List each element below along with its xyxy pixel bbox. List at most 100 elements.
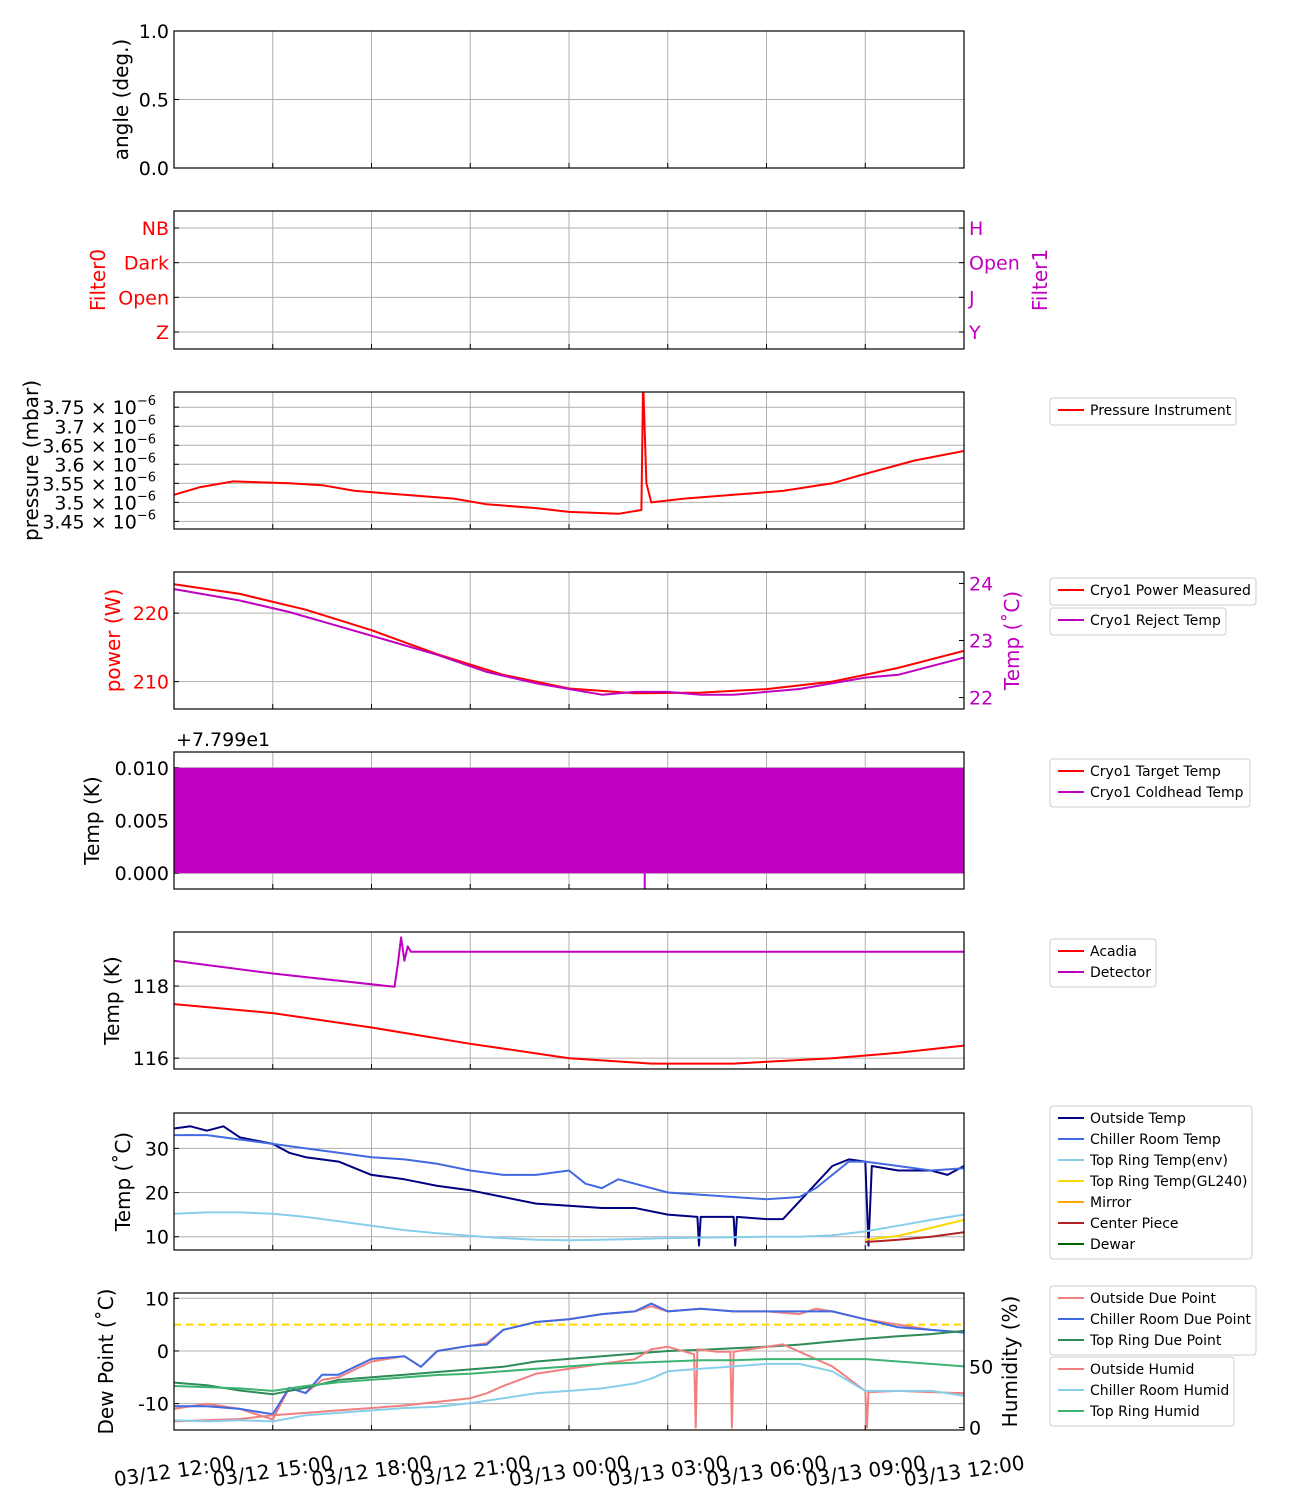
ytick-label-right: Y [968,322,981,344]
ytick-label: 0.0 [139,158,169,180]
ytick-label: Dark [124,253,169,275]
ytick-label: 10 [145,1227,169,1249]
ytick-label: 10 [145,1288,169,1310]
legend-label: Outside Humid [1090,1362,1194,1378]
ytick-label-right: H [969,218,983,240]
plot-area [174,1125,964,1247]
ylabel-right: Filter1 [1028,249,1052,311]
ytick-label: 0.000 [115,863,169,885]
ytick-label: 0.005 [115,811,169,833]
ytick-label: 118 [133,976,169,998]
ytick-label-right: Open [969,253,1020,275]
ytick-label: 220 [133,603,169,625]
panel-cryo-temp: 0.000 0.005 0.010 Temp (K) +7.799e1 Cryo1 Tar… [80,729,1251,890]
ytick-label-right: 24 [969,573,993,595]
ytick-label-right: 0 [969,1418,981,1440]
legend-label: Cryo1 Target Temp [1090,764,1221,780]
series-line-top-ring-due-point [174,1329,964,1396]
ytick-label: Z [156,322,169,344]
ytick-label-right: 50 [969,1356,993,1378]
legend-box [1049,1356,1235,1427]
plot-area [174,936,964,1065]
ytick-label: 210 [133,672,169,694]
series-line-chiller-room-due-point [174,1302,964,1416]
legend-label: Detector [1090,965,1151,981]
legend-label: Mirror [1090,1195,1131,1211]
axes-frame [173,210,965,350]
axes-frame [173,30,965,169]
series-line-chiller-room-temp [174,1134,964,1201]
legend-label: Top Ring Due Point [1089,1333,1222,1349]
ytick-label: 116 [133,1048,169,1070]
series-line-top-ring-humid [174,1358,964,1392]
ytick-label: -10 [138,1394,169,1416]
panel-pressure: 3.45 × 10−63.5 × 10−63.55 × 10−63.6 × 10… [19,380,1237,541]
legend-box [1049,607,1227,636]
series-line-cryo1-reject-temp [174,588,964,696]
ylabel-right: Temp (˚C) [1000,591,1024,691]
series-line-outside-humid [174,1343,964,1429]
legend-label: Chiller Room Temp [1090,1132,1221,1148]
ytick-label: 0.010 [115,758,169,780]
legend-label: Top Ring Temp(env) [1089,1153,1228,1169]
series-line-detector [174,936,964,988]
legend-box [1049,1105,1253,1260]
panel-dew-point: -10 0 10 0 50 Dew Point (˚C) Humidity (%) Outsi… [94,1285,1257,1440]
panel-detector-temp: 116 118 Temp (K) Acadia Detector [100,931,1157,1070]
panel-filter: NB Dark Open Z H Open JY Filter0 Filter1 [86,210,1052,350]
ytick-label: 20 [145,1183,169,1205]
legend-label: Outside Temp [1090,1111,1186,1127]
legend-label: Center Piece [1090,1216,1179,1232]
ylabel: Temp (K) [100,956,124,1045]
ylabel: power (W) [101,589,125,693]
legend-label: Top Ring Humid [1089,1404,1200,1420]
axes-frame [173,931,965,1070]
legend-box [1049,397,1237,426]
ytick-label: 0.5 [139,90,169,112]
axes-frame [173,1112,965,1251]
plot-area [174,583,964,696]
offset-label: +7.799e1 [176,729,270,751]
axes-frame [173,571,965,710]
ytick-label-right: J [968,287,975,309]
series-line-pressure-instrument [174,392,964,515]
panel-environment-temp: 10 20 30 Temp (˚C) Outside Temp Chiller Room … [111,1105,1253,1260]
legend-label: Acadia [1090,944,1137,960]
ylabel: Temp (K) [80,776,104,865]
ytick-label-right: 23 [969,631,993,653]
ytick-label: 30 [145,1138,169,1160]
legend-label: Chiller Room Due Point [1090,1312,1251,1328]
panel-cryo-power: 210 220 22 23 24 power (W) Temp (˚C) Cryo1 Powe… [101,571,1257,710]
series-line-top-ring-temp-gl240- [865,1218,964,1241]
legend-label: Cryo1 Power Measured [1090,583,1251,599]
legend-label: Cryo1 Coldhead Temp [1090,785,1244,801]
plot-area [174,767,964,889]
series-line-top-ring-temp-env- [174,1211,964,1242]
series-line-chiller-room-humid [174,1362,964,1423]
ylabel: pressure (mbar) [19,380,43,541]
legend-box [1049,758,1251,808]
legend-label: Top Ring Temp(GL240) [1089,1174,1248,1190]
panel-angle: 0.0 0.5 1.0 angle (deg.) [109,21,965,180]
plot-area [174,1302,964,1429]
legend-label: Chiller Room Humid [1090,1383,1229,1399]
axes-frame [173,1292,965,1431]
ytick-label-right: 22 [969,688,993,710]
plot-area [174,392,964,515]
legend-box [1049,577,1257,606]
axes-frame [173,391,965,530]
legend-label: Cryo1 Reject Temp [1090,613,1221,629]
legend-label: Pressure Instrument [1090,403,1232,419]
ylabel: angle (deg.) [109,39,133,161]
legend-label: Outside Due Point [1090,1291,1217,1307]
ytick-label: 0 [157,1341,169,1363]
series-line-center-piece [865,1231,964,1243]
series-line-acadia [174,1003,964,1065]
legend-label: Dewar [1090,1237,1135,1253]
ytick-label: 1.0 [139,21,169,43]
ylabel: Temp (˚C) [111,1132,135,1232]
ytick-label: NB [142,218,169,240]
legend-box [1049,1285,1257,1356]
